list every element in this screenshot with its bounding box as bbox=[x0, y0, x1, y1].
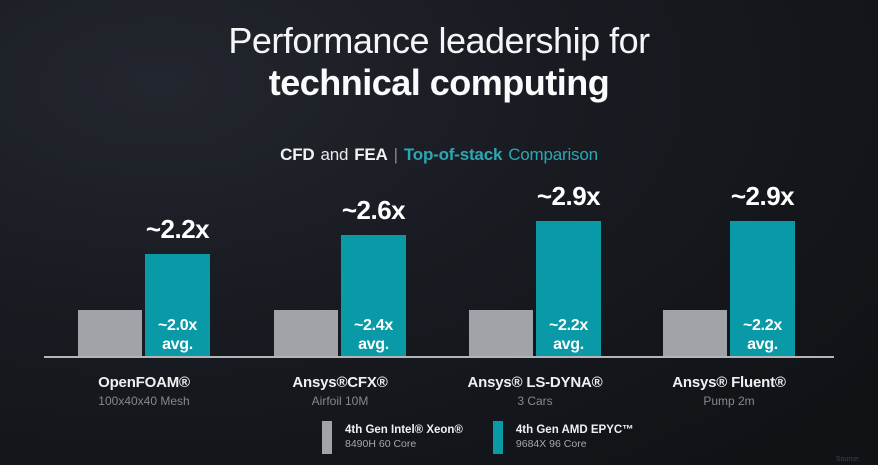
intel-xeon-bar bbox=[274, 310, 338, 357]
amd-epyc-bar: ~2.4x avg. bbox=[341, 235, 406, 357]
footnote-source: Source: bbox=[835, 456, 860, 463]
category-openfoam: OpenFOAM® 100x40x40 Mesh bbox=[44, 374, 244, 408]
bar-group-openfoam: ~2.2x ~2.0x avg. bbox=[78, 187, 210, 357]
amd-epyc-bar: ~2.0x avg. bbox=[145, 254, 210, 357]
subtitle-cfd: CFD bbox=[280, 145, 315, 164]
subtitle-top-of-stack: Top-of-stack bbox=[403, 145, 503, 164]
category-sublabel: Airfoil 10M bbox=[311, 394, 369, 408]
legend-item-intel: 4th Gen Intel® Xeon® 8490H 60 Core bbox=[322, 421, 463, 454]
intel-xeon-bar bbox=[469, 310, 533, 357]
legend-subtitle: 9684X 96 Core bbox=[515, 438, 587, 450]
amd-epyc-bar-column: ~2.9x ~2.2x avg. bbox=[730, 181, 795, 357]
multiplier-label: ~2.6x bbox=[341, 195, 406, 225]
bar-group-fluent: ~2.9x ~2.2x avg. bbox=[663, 181, 795, 357]
intel-xeon-bar bbox=[78, 310, 142, 357]
legend-item-amd: 4th Gen AMD EPYC™ 9684X 96 Core bbox=[492, 421, 634, 454]
category-label: OpenFOAM® bbox=[98, 374, 190, 391]
amd-legend-swatch bbox=[492, 421, 503, 454]
title-line-2: technical computing bbox=[268, 62, 610, 103]
bar-group-cfx: ~2.6x ~2.4x avg. bbox=[274, 187, 406, 357]
category-label: Ansys®CFX® bbox=[292, 374, 388, 391]
amd-epyc-bar-column: ~2.9x ~2.2x avg. bbox=[536, 181, 601, 357]
multiplier-label: ~2.2x bbox=[145, 214, 210, 244]
legend-title: 4th Gen AMD EPYC™ bbox=[515, 424, 634, 436]
amd-epyc-bar-column: ~2.2x ~2.0x avg. bbox=[145, 187, 210, 357]
legend-title: 4th Gen Intel® Xeon® bbox=[345, 424, 463, 436]
legend-text: 4th Gen AMD EPYC™ 9684X 96 Core bbox=[516, 421, 634, 454]
subtitle-fea: FEA bbox=[354, 145, 388, 164]
legend-text: 4th Gen Intel® Xeon® 8490H 60 Core bbox=[345, 421, 463, 454]
chart-legend: 4th Gen Intel® Xeon® 8490H 60 Core 4th G… bbox=[322, 421, 634, 454]
category-sublabel: 100x40x40 Mesh bbox=[98, 394, 190, 408]
category-label: Ansys® LS-DYNA® bbox=[467, 374, 603, 391]
intel-legend-swatch bbox=[322, 421, 332, 454]
avg-label: ~2.2x avg. bbox=[743, 317, 782, 353]
category-lsdyna: Ansys® LS-DYNA® 3 Cars bbox=[435, 374, 635, 408]
page-title: Performance leadership for technical com… bbox=[0, 20, 878, 104]
amd-epyc-bar: ~2.2x avg. bbox=[730, 221, 795, 357]
avg-label: ~2.2x avg. bbox=[549, 317, 588, 353]
category-cfx: Ansys®CFX® Airfoil 10M bbox=[240, 374, 440, 408]
title-line-1: Performance leadership for bbox=[228, 20, 650, 61]
avg-label: ~2.0x avg. bbox=[158, 317, 197, 353]
category-label: Ansys® Fluent® bbox=[672, 374, 786, 391]
category-sublabel: 3 Cars bbox=[517, 394, 553, 408]
category-fluent: Ansys® Fluent® Pump 2m bbox=[629, 374, 829, 408]
chart-subtitle: CFD and FEA | Top-of-stack Comparison bbox=[0, 145, 878, 165]
multiplier-label: ~2.9x bbox=[536, 181, 601, 211]
intel-xeon-bar bbox=[663, 310, 727, 357]
category-sublabel: Pump 2m bbox=[703, 394, 755, 408]
legend-subtitle: 8490H 60 Core bbox=[345, 438, 417, 450]
multiplier-label: ~2.9x bbox=[730, 181, 795, 211]
x-axis-line bbox=[44, 356, 834, 358]
amd-epyc-bar: ~2.2x avg. bbox=[536, 221, 601, 357]
bar-chart: ~2.2x ~2.0x avg. ~2.6x ~2.4x avg. bbox=[44, 181, 834, 357]
subtitle-comparison: Comparison bbox=[508, 145, 598, 164]
subtitle-divider: | bbox=[393, 145, 398, 164]
subtitle-and: and bbox=[320, 145, 349, 164]
amd-epyc-bar-column: ~2.6x ~2.4x avg. bbox=[341, 187, 406, 357]
bar-group-lsdyna: ~2.9x ~2.2x avg. bbox=[469, 181, 601, 357]
avg-label: ~2.4x avg. bbox=[354, 317, 393, 353]
